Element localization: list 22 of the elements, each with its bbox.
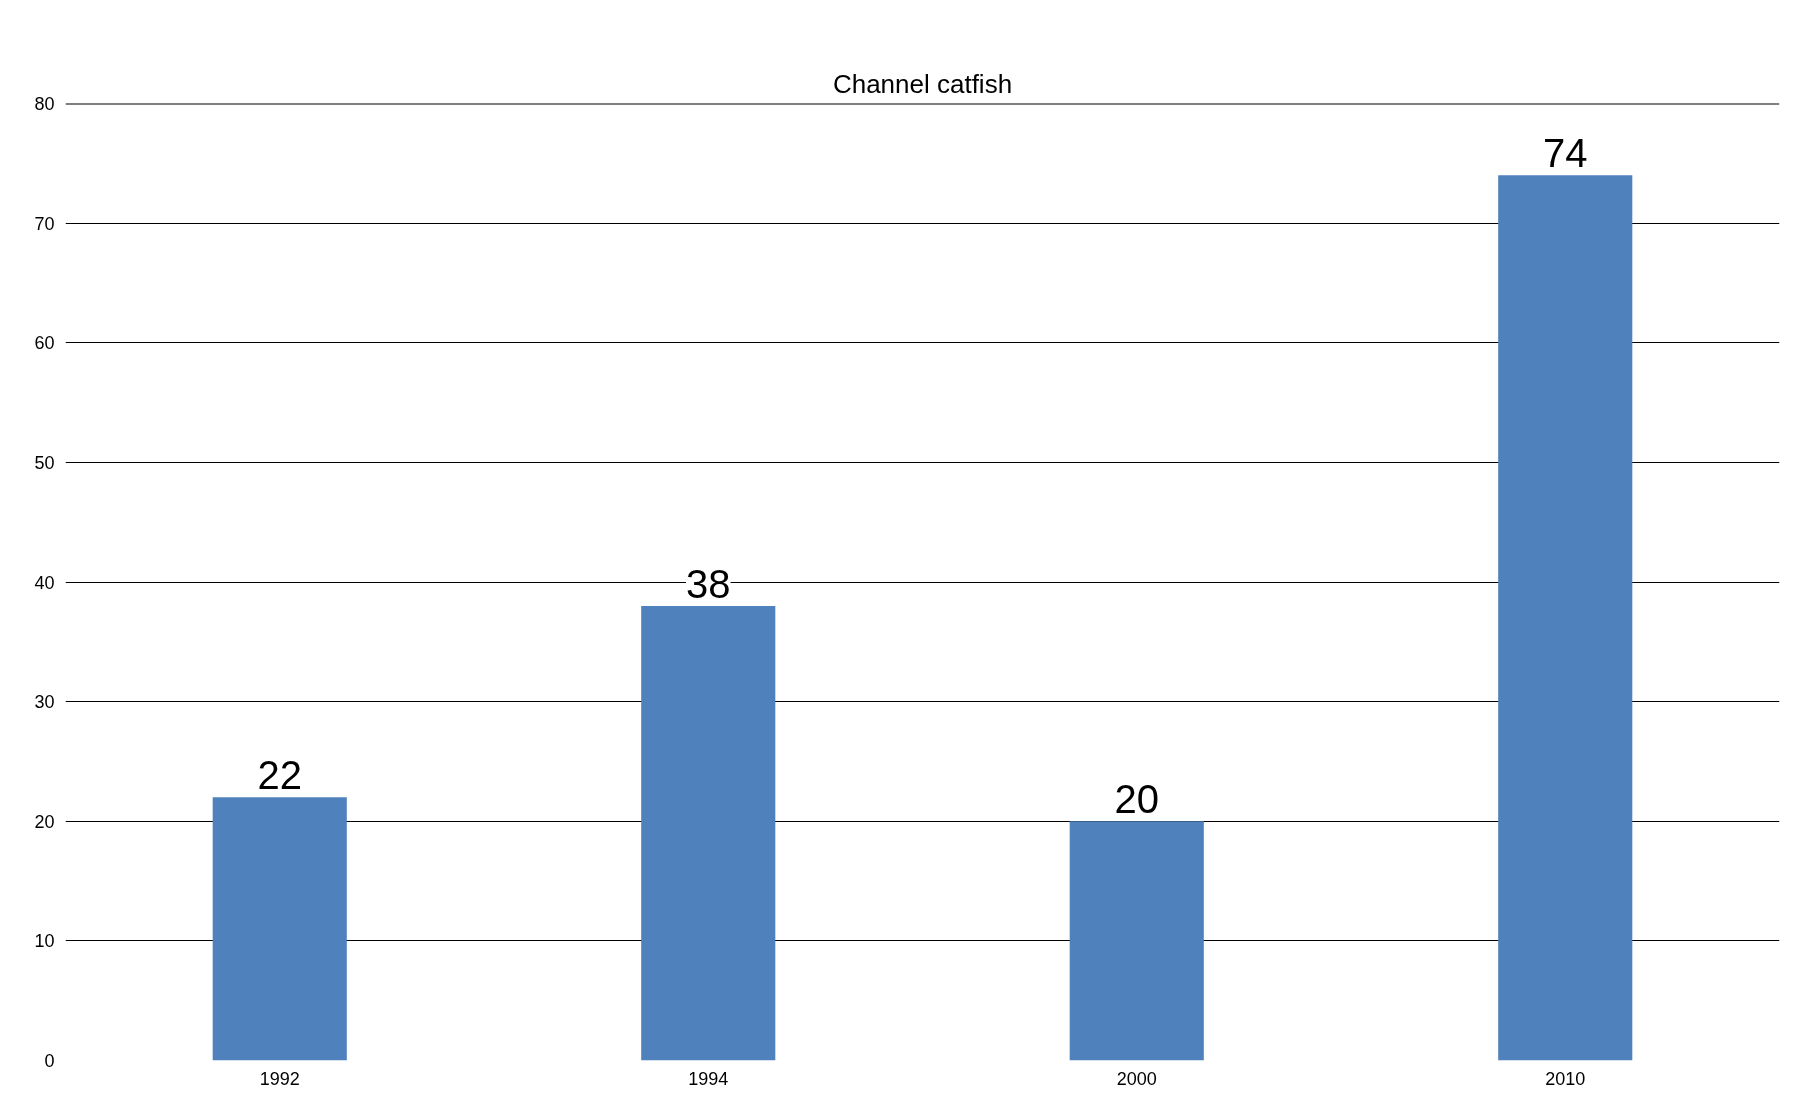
- y-tick-label: 40: [34, 572, 55, 593]
- x-tick-label: 2010: [1545, 1068, 1586, 1089]
- x-tick-label: 2000: [1116, 1068, 1157, 1089]
- y-tick-label: 60: [34, 333, 55, 354]
- bar: [212, 797, 347, 1061]
- data-label: 22: [257, 753, 302, 798]
- y-tick-label: 50: [34, 452, 55, 473]
- bar: [1498, 175, 1633, 1061]
- data-label: 38: [686, 561, 731, 606]
- x-tick-label: 1994: [688, 1068, 729, 1089]
- y-tick-label: 20: [34, 811, 55, 832]
- chart-title: Channel catfish: [832, 68, 1013, 99]
- y-tick-label: 10: [34, 931, 55, 952]
- data-label: 74: [1543, 131, 1588, 176]
- y-tick-label: 80: [34, 94, 55, 114]
- y-tick-label: 30: [34, 692, 55, 713]
- y-tick-label: 0: [44, 1051, 55, 1071]
- x-tick-label: 1992: [259, 1068, 300, 1089]
- bar: [1069, 821, 1204, 1061]
- data-label: 20: [1114, 777, 1159, 822]
- y-tick-label: 70: [34, 213, 55, 234]
- bar: [641, 605, 776, 1061]
